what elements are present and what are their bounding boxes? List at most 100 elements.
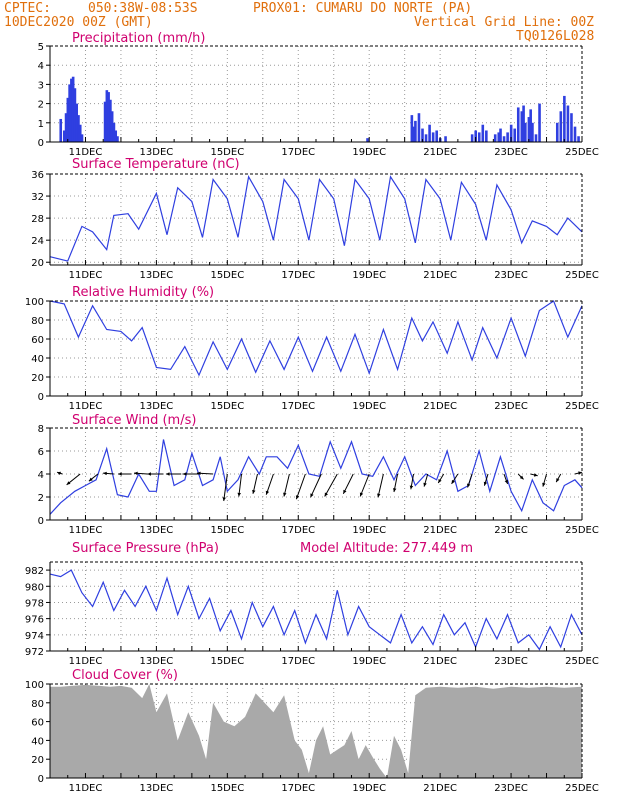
precip-bar (520, 111, 524, 142)
wind-arrow-head (147, 472, 151, 476)
y-tick-label: 4 (38, 61, 44, 72)
precip-bar (105, 90, 109, 142)
y-tick-label: 6 (38, 447, 44, 458)
precip-bar (502, 136, 506, 142)
panel-title: Surface Temperature (nC) (72, 157, 240, 172)
y-tick-label: 980 (25, 582, 44, 593)
panel-annotation: Model Altitude: 277.449 m (300, 541, 473, 556)
series-line-3 (49, 439, 583, 515)
precip-bar (112, 122, 116, 142)
x-tick-label: 21DEC (423, 401, 457, 412)
x-tick-label: 23DEC (494, 270, 528, 281)
wind-arrow-head (265, 490, 270, 495)
x-tick-label: 21DEC (423, 656, 457, 667)
x-tick-label: 13DEC (140, 525, 174, 536)
wind-arrow-head (134, 471, 138, 476)
y-tick-label: 24 (31, 236, 44, 247)
y-tick-label: 974 (25, 631, 44, 642)
precip-bar (531, 122, 534, 142)
wind-arrow-head (359, 492, 364, 497)
y-tick-label: 8 (38, 424, 44, 435)
header: CPTEC: 050:38W-08:53S PROX01: CUMARU DO … (0, 0, 618, 48)
precip-bar (435, 130, 438, 142)
y-tick-label: 2 (38, 493, 44, 504)
x-tick-label: 13DEC (140, 401, 174, 412)
wind-arrow (324, 473, 338, 497)
precip-bar (522, 105, 525, 142)
x-tick-label: 15DEC (210, 783, 244, 794)
wind-arrow-head (343, 489, 347, 494)
wind-arrow-head (182, 472, 187, 476)
precip-bar (474, 130, 477, 142)
x-tick-label: 19DEC (352, 147, 386, 158)
precip-bar (59, 118, 63, 142)
series-line-2 (49, 300, 583, 377)
precip-bar (555, 122, 559, 142)
precip-bar (573, 126, 577, 142)
wind-arrow-head (377, 493, 381, 498)
panel-title: Cloud Cover (%) (72, 668, 178, 683)
precip-bar (103, 101, 107, 142)
y-tick-label: 972 (25, 647, 44, 658)
panel-5 (46, 683, 583, 779)
precip-bar (516, 107, 520, 142)
x-tick-label: 23DEC (494, 525, 528, 536)
header-grid-note: Vertical Grid Line: 00Z (414, 15, 595, 30)
x-tick-label: 13DEC (140, 783, 174, 794)
precip-bar (506, 132, 509, 142)
precip-bar (80, 134, 84, 142)
x-tick-label: 11DEC (69, 147, 103, 158)
precip-bar (116, 136, 119, 142)
wind-arrow-head (519, 475, 524, 480)
header-coords: 050:38W-08:53S (88, 1, 198, 16)
x-tick-label: 25DEC (565, 656, 599, 667)
x-tick-label: 25DEC (565, 783, 599, 794)
x-tick-label: 11DEC (69, 401, 103, 412)
wind-arrow-head (103, 471, 107, 476)
precip-bar (110, 111, 114, 142)
panel-3 (46, 427, 583, 521)
precip-bar (493, 134, 497, 142)
precip-bar (524, 122, 527, 142)
x-tick-label: 23DEC (494, 401, 528, 412)
precip-bar (421, 128, 424, 142)
y-tick-label: 1 (38, 119, 44, 130)
wind-arrow (295, 473, 306, 500)
x-tick-label: 19DEC (352, 783, 386, 794)
wind-arrow-head (504, 479, 508, 484)
y-tick-label: 20 (31, 755, 44, 766)
precip-bar (417, 113, 421, 142)
panel-title: Relative Humidity (%) (72, 285, 214, 300)
wind-arrow-head (196, 471, 201, 475)
precip-bar (534, 134, 538, 142)
y-tick-label: 40 (31, 354, 44, 365)
x-tick-label: 11DEC (69, 270, 103, 281)
x-tick-label: 21DEC (423, 783, 457, 794)
y-tick-label: 982 (25, 566, 44, 577)
x-tick-label: 15DEC (210, 147, 244, 158)
x-tick-label: 13DEC (140, 270, 174, 281)
precip-bar (509, 124, 513, 142)
panel-title: Surface Wind (m/s) (72, 413, 196, 428)
x-tick-label: 23DEC (494, 656, 528, 667)
x-tick-label: 25DEC (565, 525, 599, 536)
wind-arrow-head (222, 497, 226, 501)
x-tick-label: 17DEC (281, 401, 315, 412)
x-tick-label: 11DEC (69, 525, 103, 536)
wind-arrow-head (88, 477, 93, 482)
y-tick-label: 100 (25, 297, 44, 308)
wind-arrow-head (467, 483, 471, 488)
header-date: 10DEC2020 00Z (GMT) (4, 15, 153, 30)
wind-arrow (359, 473, 370, 497)
precip-bar (499, 128, 502, 142)
panel-4 (46, 561, 583, 652)
y-tick-label: 36 (31, 170, 44, 181)
x-tick-label: 23DEC (494, 147, 528, 158)
y-tick-label: 978 (25, 598, 44, 609)
precip-bar (529, 109, 532, 142)
x-tick-label: 19DEC (352, 401, 386, 412)
x-tick-label: 17DEC (281, 147, 315, 158)
precip-bar (470, 134, 474, 142)
wind-arrow-head (165, 472, 170, 476)
